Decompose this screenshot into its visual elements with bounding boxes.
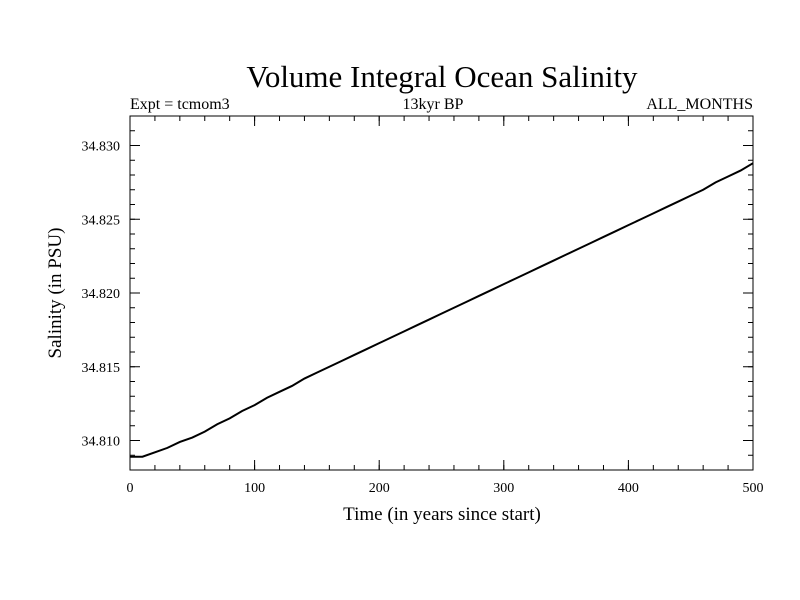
y-tick-label: 34.820 xyxy=(82,287,121,302)
x-axis-label: Time (in years since start) xyxy=(343,504,541,525)
y-tick-label: 34.815 xyxy=(82,361,121,376)
x-tick-label: 300 xyxy=(493,481,514,496)
y-tick-label: 34.825 xyxy=(82,213,121,228)
experiment-label: Expt = tcmom3 xyxy=(130,96,230,113)
plot-frame xyxy=(129,115,754,471)
x-tick-label: 400 xyxy=(618,481,639,496)
x-tick-label: 0 xyxy=(127,481,134,496)
axis-tick-labels: 0 100 200 300 400 500 34.810 34.815 34.820 34.825… xyxy=(82,140,764,497)
y-axis-label: Salinity (in PSU) xyxy=(45,228,66,359)
axis-ticks xyxy=(129,115,754,471)
x-tick-label: 100 xyxy=(244,481,265,496)
salinity-series-line xyxy=(130,162,754,458)
period-label: 13kyr BP xyxy=(403,96,464,113)
x-tick-label: 200 xyxy=(369,481,390,496)
y-tick-label: 34.830 xyxy=(82,140,121,155)
chart-title: Volume Integral Ocean Salinity xyxy=(246,59,638,94)
months-label: ALL_MONTHS xyxy=(646,96,753,113)
x-tick-label: 500 xyxy=(743,481,764,496)
y-tick-label: 34.810 xyxy=(82,435,121,450)
